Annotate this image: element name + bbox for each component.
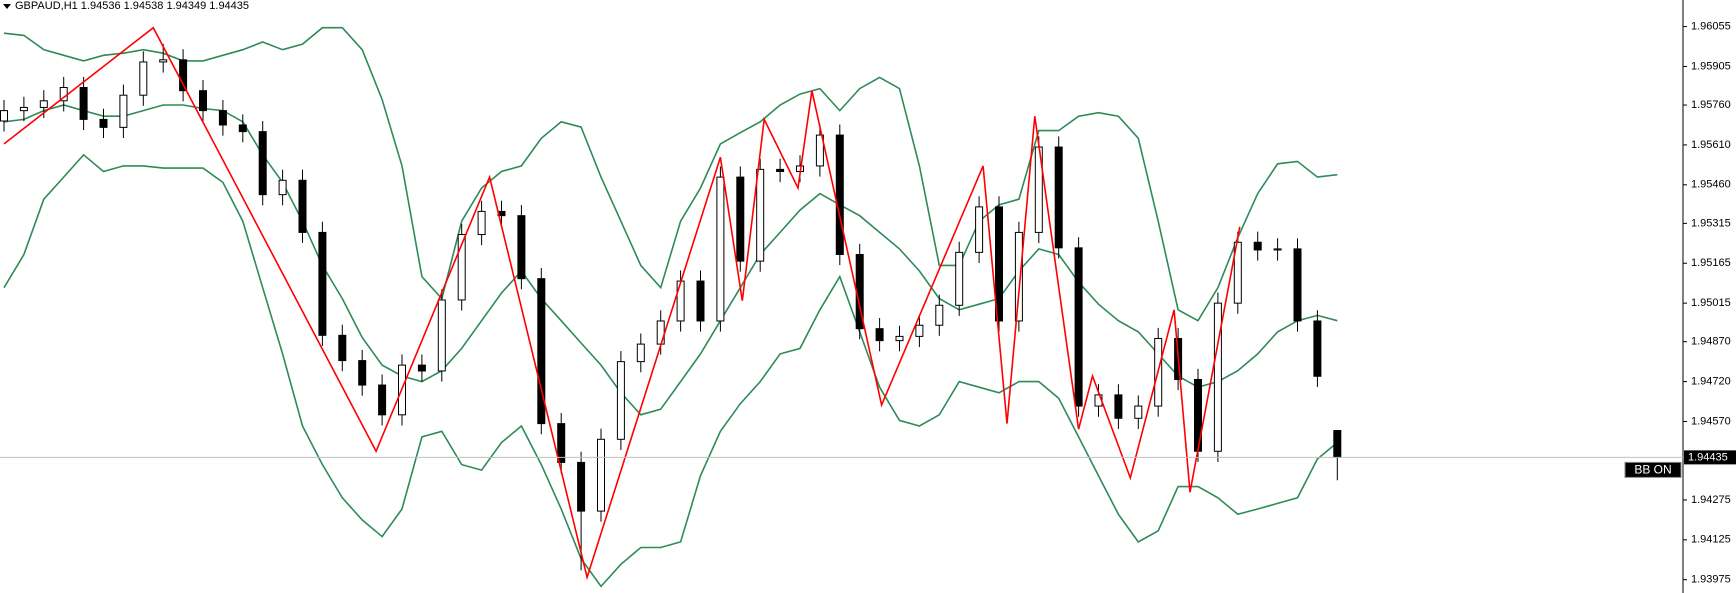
- y-tick-label: 1.93975: [1691, 574, 1731, 586]
- candle-body: [676, 280, 685, 322]
- y-tick-label: 1.95760: [1691, 99, 1731, 111]
- indicator-box: [1624, 461, 1682, 478]
- y-tick-label: 1.95460: [1691, 179, 1731, 191]
- candle-body: [557, 423, 566, 463]
- candle-body: [1293, 248, 1302, 322]
- zigzag-line: [3, 26, 1241, 581]
- candle-body: [437, 299, 446, 372]
- current-price-label: 1.94435: [1688, 451, 1728, 463]
- candle-body: [995, 206, 1003, 322]
- candle-body: [636, 343, 645, 363]
- candle-body: [99, 118, 108, 128]
- candle-body: [0, 110, 8, 122]
- candle-body: [915, 324, 924, 337]
- bollinger-band: [3, 153, 1338, 588]
- candle-body: [716, 176, 725, 322]
- y-tick-label: 1.94720: [1691, 376, 1731, 388]
- candle-body: [656, 320, 665, 345]
- candle-body: [1233, 241, 1242, 304]
- y-tick-label: 1.94870: [1691, 336, 1731, 348]
- bollinger-band: [3, 26, 1338, 322]
- candle-body: [258, 131, 267, 196]
- candle-body: [457, 234, 466, 301]
- candle-body: [616, 361, 625, 440]
- candle-body: [199, 90, 207, 112]
- candle-body: [39, 100, 48, 108]
- candle-body: [517, 215, 526, 280]
- candle-body: [756, 168, 765, 262]
- candle-body: [159, 59, 168, 63]
- candle-body: [1213, 302, 1222, 452]
- candle-body: [119, 94, 128, 128]
- candle-body: [477, 210, 486, 236]
- candle-body: [1273, 248, 1282, 251]
- candle-body: [895, 335, 904, 342]
- candle-body: [955, 251, 964, 306]
- y-tick-label: 1.95015: [1691, 297, 1731, 309]
- candle-body: [139, 61, 148, 96]
- candle-body: [815, 134, 824, 167]
- candle-body: [875, 328, 884, 342]
- candle-body: [179, 59, 188, 92]
- candle-body: [696, 280, 705, 322]
- candle-body: [417, 364, 426, 372]
- candle-body: [378, 384, 387, 416]
- y-tick-label: 1.95315: [1691, 217, 1731, 229]
- candle-body: [278, 179, 287, 196]
- candle-body: [358, 360, 367, 386]
- y-tick-label: 1.95905: [1691, 60, 1731, 72]
- candle-body: [19, 106, 28, 112]
- indicator-label: BB ON: [1634, 463, 1671, 477]
- candle-body: [1074, 247, 1083, 407]
- current-price-box: [1684, 450, 1736, 465]
- candle-body: [238, 124, 247, 133]
- candle-body: [975, 206, 984, 253]
- y-tick-label: 1.94125: [1691, 534, 1731, 546]
- candle-body: [835, 134, 844, 255]
- candle-body: [1253, 241, 1262, 251]
- candle-body: [1114, 394, 1123, 419]
- candle-body: [338, 334, 347, 362]
- candle-body: [1054, 146, 1063, 249]
- y-tick-label: 1.94275: [1691, 494, 1731, 506]
- candle-body: [1134, 405, 1143, 419]
- candle-body: [577, 461, 586, 512]
- candle-body: [298, 179, 307, 233]
- y-tick-label: 1.95610: [1691, 139, 1731, 151]
- y-tick-label: 1.96055: [1691, 20, 1731, 32]
- candle-body: [1333, 430, 1342, 458]
- candle-body: [935, 304, 944, 326]
- symbol-menu-arrow[interactable]: [3, 4, 11, 9]
- y-tick-label: 1.94570: [1691, 415, 1731, 427]
- y-tick-label: 1.95165: [1691, 257, 1731, 269]
- candle-body: [79, 86, 88, 120]
- candle-body: [537, 278, 546, 425]
- chart-title: GBPAUD,H1 1.94536 1.94538 1.94349 1.9443…: [15, 0, 249, 12]
- plot-area: [0, 26, 1342, 588]
- candle-body: [776, 168, 785, 173]
- candle-body: [736, 176, 745, 262]
- candle-body: [597, 438, 605, 512]
- candle-body: [318, 231, 327, 336]
- candle-body: [218, 110, 227, 126]
- candle-body: [1014, 231, 1023, 322]
- candle-body: [1313, 320, 1322, 377]
